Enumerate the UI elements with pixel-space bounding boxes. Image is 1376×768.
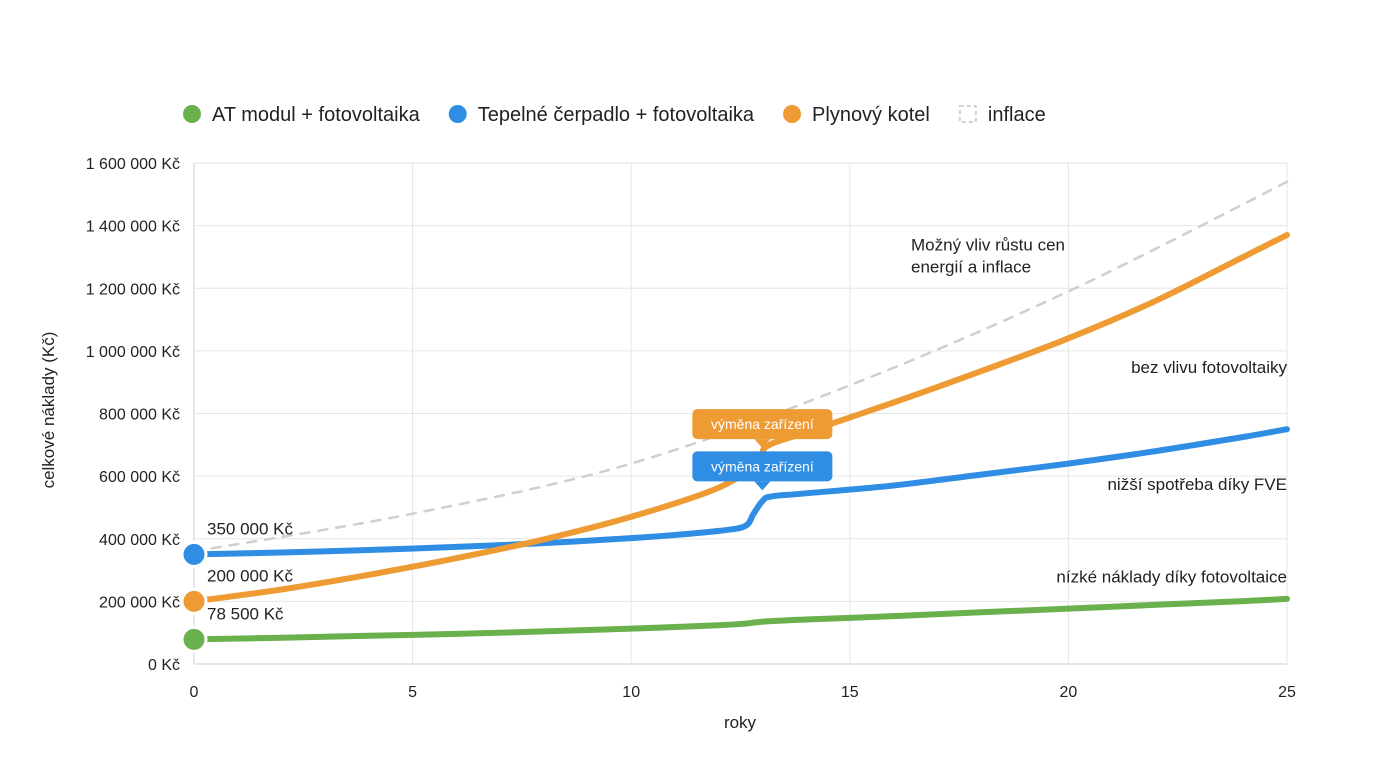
x-axis-ticks: 0 5 10 15 20 25	[190, 684, 1296, 701]
annotation-text: nízké náklady díky fotovoltaice	[1056, 568, 1287, 587]
y-tick-label: 200 000 Kč	[99, 594, 180, 611]
series-inflace-line	[192, 180, 1289, 553]
legend-label: inflace	[988, 104, 1046, 126]
series-at-modul-fotovoltaika-line	[191, 595, 1290, 643]
y-axis-ticks: 0 Kč 200 000 Kč 400 000 Kč 600 000 Kč 800 00…	[86, 156, 180, 674]
annotation-line: nižší spotřeba díky FVE	[1107, 475, 1287, 494]
callouts: výměna zařízení výměna zařízení	[692, 409, 833, 491]
annotation-text: Možný vliv růstu cen energií a inflace	[911, 236, 1065, 277]
y-tick-label: 1 600 000 Kč	[86, 156, 180, 173]
x-tick-label: 0	[190, 684, 199, 701]
y-tick-label: 600 000 Kč	[99, 469, 180, 486]
y-tick-label: 800 000 Kč	[99, 407, 180, 424]
y-tick-label: 1 000 000 Kč	[86, 344, 180, 361]
y-tick-label: 1 200 000 Kč	[86, 281, 180, 298]
legend-label: AT modul + fotovoltaika	[212, 104, 421, 126]
callout-pointer	[754, 439, 771, 449]
start-marker	[180, 587, 208, 615]
start-value-label: 78 500 Kč	[207, 604, 284, 623]
x-tick-label: 5	[408, 684, 417, 701]
replacement-callout: výměna zařízení	[692, 451, 833, 491]
y-tick-label: 0 Kč	[148, 657, 180, 674]
annotation-line: Možný vliv růstu cen	[911, 236, 1065, 255]
legend-label: Tepelné čerpadlo + fotovoltaika	[478, 104, 755, 126]
x-axis-title: roky	[724, 713, 757, 732]
annotation-text: bez vlivu fotovoltaiky	[1131, 358, 1287, 377]
x-tick-label: 10	[622, 684, 640, 701]
callout-pointer	[754, 481, 771, 491]
legend-swatch	[448, 105, 467, 123]
start-marker	[180, 625, 208, 653]
start-marker	[180, 540, 208, 568]
legend: AT modul + fotovoltaika Tepelné čerpadlo …	[183, 104, 1046, 126]
y-tick-label: 400 000 Kč	[99, 532, 180, 549]
x-tick-label: 15	[841, 684, 859, 701]
start-value-label: 350 000 Kč	[207, 519, 294, 538]
replacement-callout: výměna zařízení	[692, 409, 833, 449]
legend-label: Plynový kotel	[812, 104, 930, 126]
callout-text: výměna zařízení	[711, 458, 814, 474]
annotation-line: energií a inflace	[911, 258, 1031, 277]
legend-swatch	[183, 105, 201, 123]
annotations: Možný vliv růstu cen energií a inflace bez…	[911, 236, 1287, 587]
annotation-text: nižší spotřeba díky FVE	[1107, 475, 1287, 494]
annotation-line: nízké náklady díky fotovoltaice	[1056, 568, 1287, 587]
callout-box	[692, 451, 833, 482]
y-tick-label: 1 400 000 Kč	[86, 219, 180, 236]
series-tepelne-cerpadlo-fotovoltaika-line	[191, 426, 1290, 558]
x-tick-label: 20	[1060, 684, 1078, 701]
callout-box	[692, 409, 833, 440]
annotation-line: bez vlivu fotovoltaiky	[1131, 358, 1287, 377]
y-axis-title: celkové náklady (Kč)	[39, 332, 58, 489]
legend-swatch	[783, 105, 802, 123]
legend-swatch-dashed	[958, 105, 977, 123]
start-value-label: 200 000 Kč	[207, 566, 294, 585]
x-tick-label: 25	[1278, 684, 1296, 701]
start-markers: 78 500 Kč 350 000 Kč 200 000 Kč	[180, 519, 294, 653]
callout-text: výměna zařízení	[711, 416, 814, 432]
